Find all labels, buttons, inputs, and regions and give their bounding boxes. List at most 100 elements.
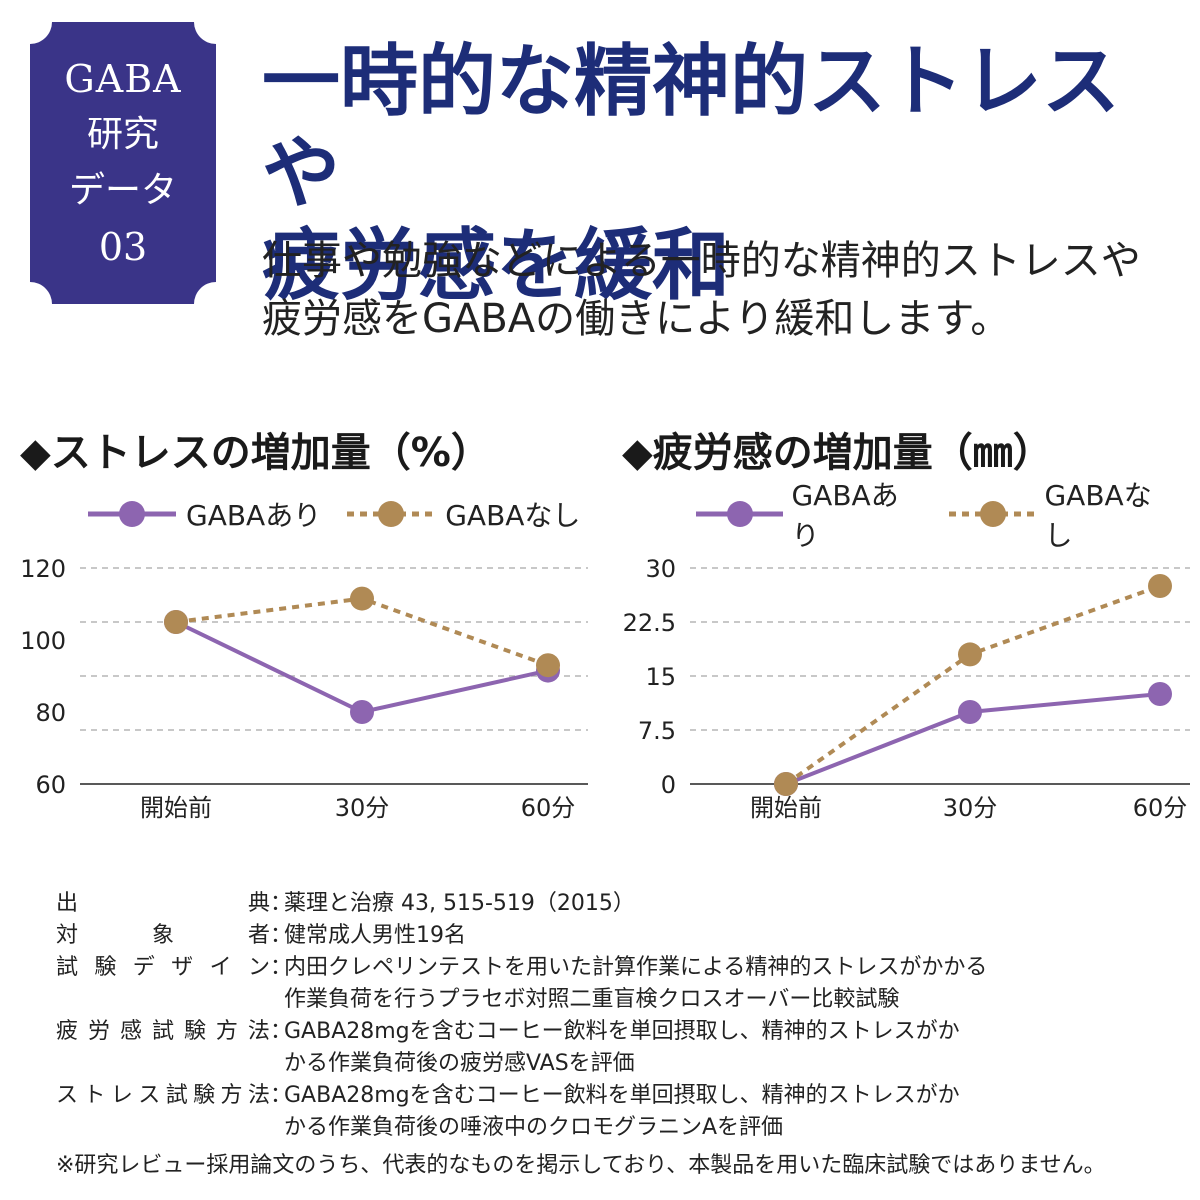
note-colon: ： <box>270 923 293 948</box>
legend-item-without-gaba: GABAなし <box>947 474 1176 554</box>
note-label-char: ス <box>56 1083 79 1108</box>
note-label-char: 試 <box>165 1083 188 1108</box>
subtitle-line-2: 疲労感をGABAの働きにより緩和します。 <box>262 296 1011 342</box>
series-line-with-gaba <box>175 620 549 715</box>
note-label-char: 試 <box>151 1019 174 1044</box>
note-label: 対象者 <box>56 920 270 952</box>
y-tick-label: 7.5 <box>638 717 676 745</box>
x-tick-label: 60分 <box>1133 794 1188 822</box>
note-body: 健常成人男性19名 <box>284 920 1186 952</box>
badge-line-4: 03 <box>98 225 148 269</box>
note-label-char: デ <box>132 955 155 980</box>
research-badge: GABA 研究 データ 03 <box>30 22 216 304</box>
legend-item-without-gaba: GABAなし <box>345 494 580 534</box>
note-label: 試験デザイン <box>56 952 270 1016</box>
data-point-with-gaba <box>1148 682 1172 706</box>
note-label-char: イ <box>209 955 232 980</box>
note-body: GABA28mgを含むコーヒー飲料を単回摂取し、精神的ストレスがか かる作業負荷後… <box>284 1080 1186 1144</box>
badge-line-1: GABA <box>64 57 182 101</box>
y-tick-label: 22.5 <box>623 609 676 637</box>
note-colon: ： <box>270 1083 293 1108</box>
note-label-char: 法 <box>247 1083 270 1108</box>
note-label-char: 出 <box>56 891 79 916</box>
x-tick-label: 開始前 <box>750 794 822 822</box>
note-line: かる作業負荷後の唾液中のクロモグラニンAを評価 <box>284 1115 784 1140</box>
note-body: 内田クレペリンテストを用いた計算作業による精神的ストレスがかかる 作業負荷を行うプ… <box>284 952 1186 1016</box>
data-point-without-gaba <box>536 653 560 678</box>
note-colon: ： <box>270 891 293 916</box>
subtitle-line-1: 仕事や勉強などによる一時的な精神的ストレスや <box>262 238 1141 284</box>
headline: 一時的な精神的ストレスや 疲労感を緩和 <box>262 36 1182 312</box>
x-tick-label: 30分 <box>943 794 998 822</box>
series-line-without-gaba <box>784 584 1161 786</box>
y-tick-label: 30 <box>645 555 676 583</box>
note-label: 出典 <box>56 888 270 920</box>
note-line: GABA28mgを含むコーヒー飲料を単回摂取し、精神的ストレスがか <box>284 1019 960 1044</box>
stress-chart-svg: 120 100 80 60 開始前 30分 60分 <box>20 555 588 822</box>
note-line: GABA28mgを含むコーヒー飲料を単回摂取し、精神的ストレスがか <box>284 1083 960 1108</box>
note-label-char: レ <box>110 1083 133 1108</box>
x-tick-label: 開始前 <box>140 794 212 822</box>
note-line: 健常成人男性19名 <box>284 923 466 948</box>
study-notes: 出典：薬理と治療 43, 515-519（2015）対象者：健常成人男性19名試… <box>56 888 1186 1144</box>
y-tick-label: 120 <box>20 555 66 583</box>
note-label-char: 法 <box>247 1019 270 1044</box>
note-label-char: 方 <box>220 1083 243 1108</box>
fatigue-chart-legend: GABAあり GABAなし <box>694 479 1200 552</box>
note-line: 薬理と治療 43, 515-519（2015） <box>284 891 635 916</box>
stress-chart: 120 100 80 60 開始前 30分 60分 <box>0 540 600 830</box>
data-point-with-gaba <box>958 700 982 724</box>
fatigue-chart-title: ◆疲労感の増加量（㎜） <box>622 430 1053 476</box>
note-label-char: 方 <box>215 1019 238 1044</box>
legend-label-without: GABAなし <box>1044 479 1152 552</box>
legend-dashed-line-icon <box>347 501 436 527</box>
note-body: GABA28mgを含むコーヒー飲料を単回摂取し、精神的ストレスがか かる作業負荷後… <box>284 1016 1186 1080</box>
x-tick-label: 30分 <box>335 794 390 822</box>
badge-line-3: データ <box>68 170 177 211</box>
note-label-char: 対 <box>56 923 79 948</box>
legend-label-with: GABAあり <box>791 479 899 552</box>
note-label-char: 者 <box>247 923 270 948</box>
y-tick-label: 0 <box>661 771 676 799</box>
note-label-char: ザ <box>171 955 194 980</box>
note-label-char: ン <box>247 955 270 980</box>
legend-label-without: GABAなし <box>445 499 581 532</box>
note-line: 内田クレペリンテストを用いた計算作業による精神的ストレスがかかる <box>284 955 988 980</box>
note-label-char: 労 <box>87 1019 110 1044</box>
note-row: 出典：薬理と治療 43, 515-519（2015） <box>56 888 1186 920</box>
legend-item-with-gaba: GABAあり <box>86 494 321 534</box>
badge-shape <box>30 22 216 304</box>
data-point-without-gaba <box>774 772 798 796</box>
note-label-char: 典 <box>247 891 270 916</box>
legend-dashed-line-icon <box>949 501 1037 527</box>
note-row: ストレス試験方法： GABA28mgを含むコーヒー飲料を単回摂取し、精神的ストレス… <box>56 1080 1186 1144</box>
note-body: 薬理と治療 43, 515-519（2015） <box>284 888 1186 920</box>
legend-label-with: GABAあり <box>186 499 322 532</box>
note-label-char: 験 <box>94 955 117 980</box>
disclaimer: ※研究レビュー採用論文のうち、代表的なものを掲示しており、本製品を用いた臨床試験… <box>56 1153 1106 1178</box>
note-label: 疲労感試験方法 <box>56 1016 270 1080</box>
y-tick-label: 60 <box>35 771 66 799</box>
note-colon: ： <box>270 955 293 980</box>
note-colon: ： <box>270 1019 293 1044</box>
note-label: ストレス試験方法 <box>56 1080 270 1144</box>
note-label-char: 象 <box>151 923 174 948</box>
note-label-char: 試 <box>56 955 79 980</box>
headline-line-2: 疲労感を緩和 <box>262 220 731 311</box>
note-row: 試験デザイン：内田クレペリンテストを用いた計算作業による精神的ストレスがかかる作… <box>56 952 1186 1016</box>
note-label-char: 験 <box>193 1083 216 1108</box>
note-label-char: 験 <box>183 1019 206 1044</box>
subtitle: 仕事や勉強などによる一時的な精神的ストレスや 疲労感をGABAの働きにより緩和し… <box>262 232 1192 348</box>
stress-chart-legend: GABAあり GABAなし <box>86 492 604 536</box>
stress-chart-title: ◆ストレスの増加量（%） <box>20 430 491 476</box>
note-label-char: ト <box>83 1083 106 1108</box>
data-point-without-gaba <box>164 610 188 634</box>
y-tick-label: 100 <box>20 627 66 655</box>
y-tick-label: 15 <box>645 663 676 691</box>
legend-solid-line-icon <box>88 501 176 527</box>
legend-item-with-gaba: GABAあり <box>694 474 923 554</box>
x-tick-label: 60分 <box>521 794 576 822</box>
note-line: 作業負荷を行うプラセボ対照二重盲検クロスオーバー比較試験 <box>284 987 900 1012</box>
note-row: 疲労感試験方法： GABA28mgを含むコーヒー飲料を単回摂取し、精神的ストレスが… <box>56 1016 1186 1080</box>
note-label-char: ス <box>138 1083 161 1108</box>
